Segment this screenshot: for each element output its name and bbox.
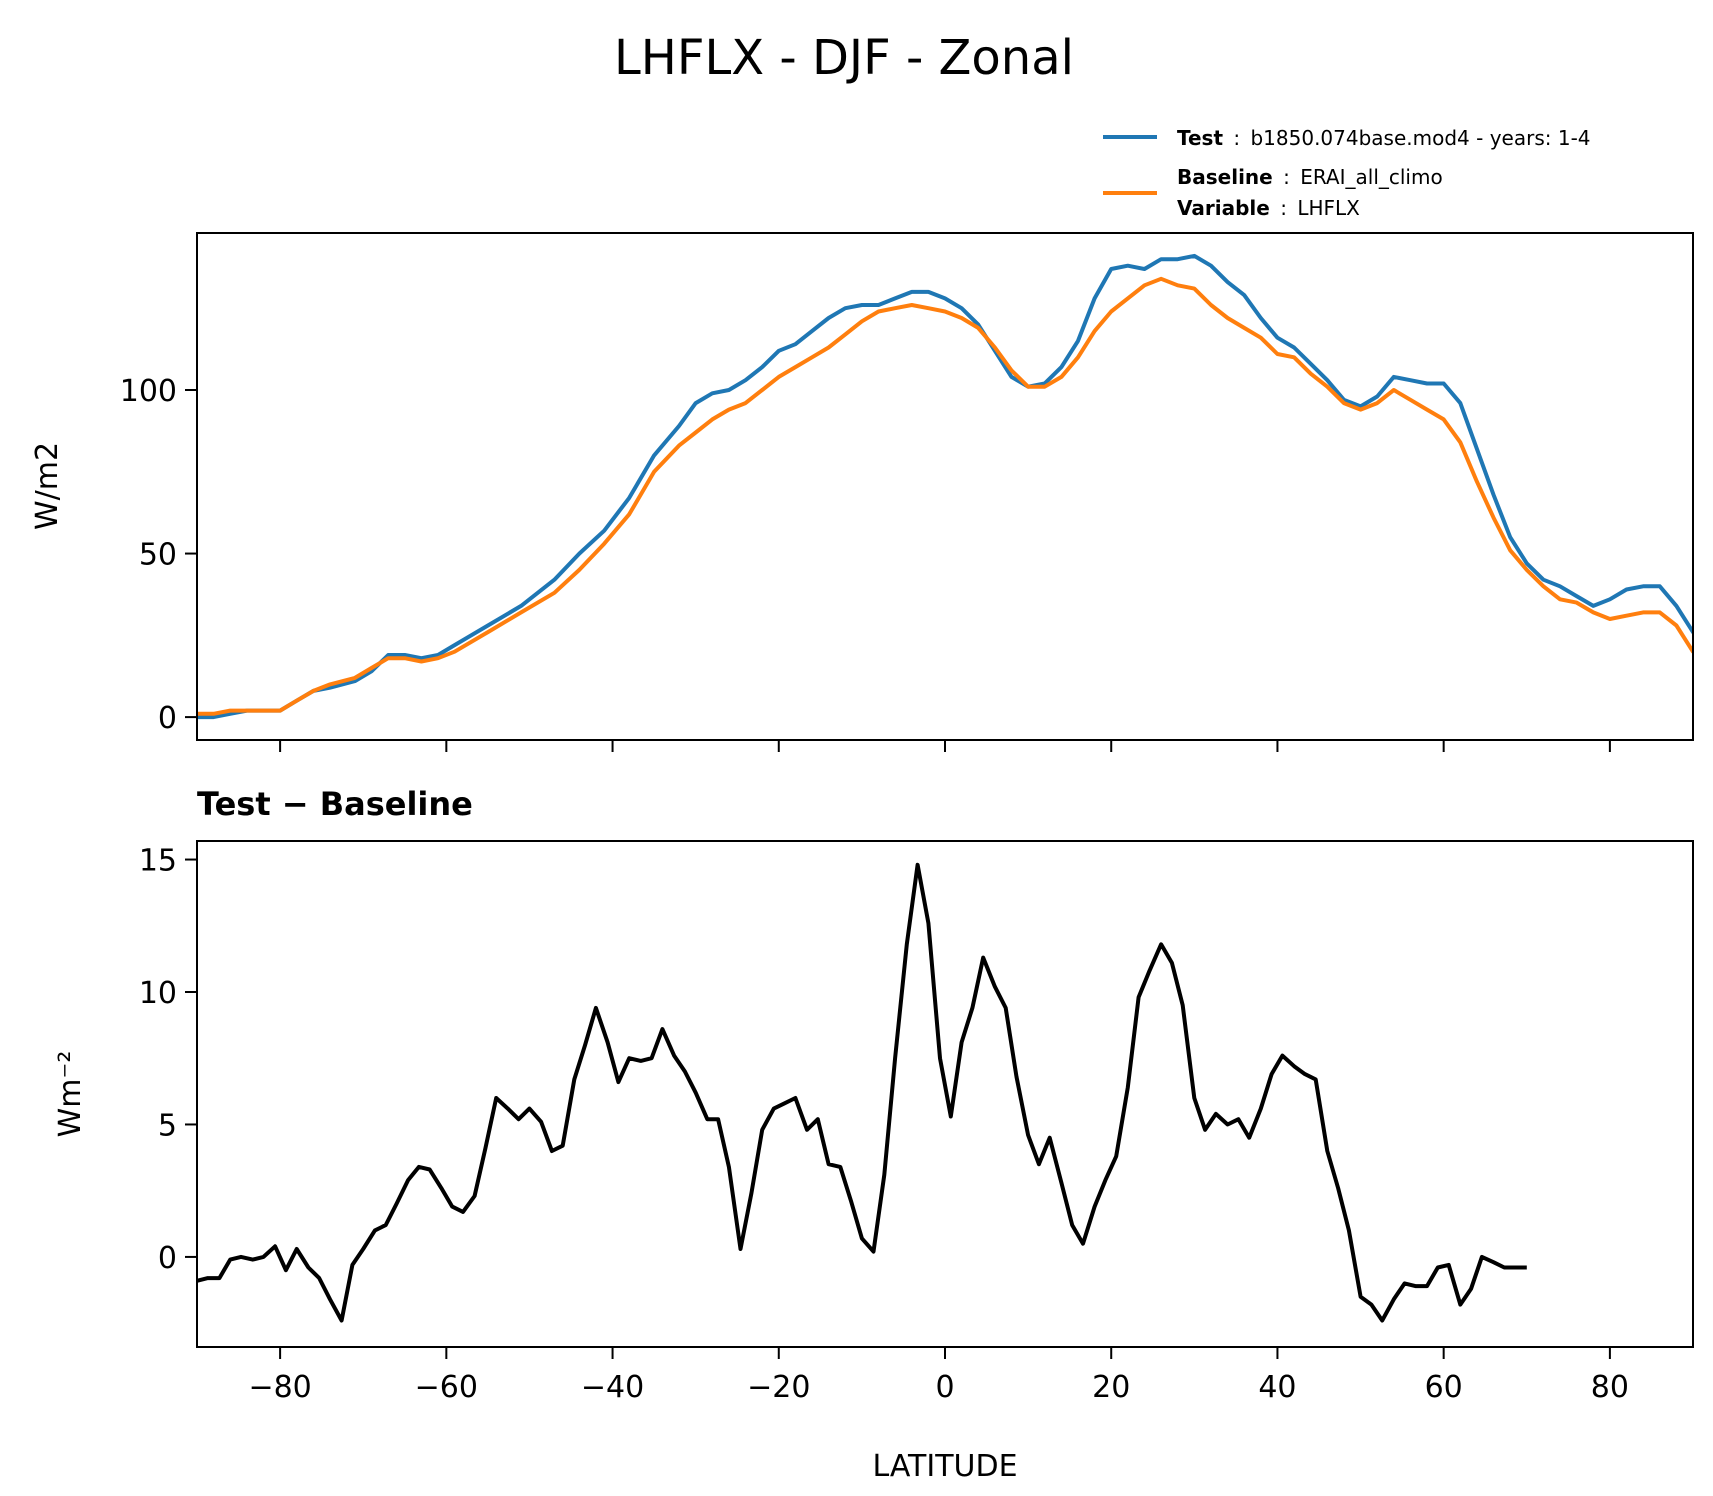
legend-variable-sep: :	[1280, 196, 1287, 220]
bottom-x-tick-label: −20	[747, 1370, 810, 1405]
top-series-lines	[197, 253, 1693, 720]
legend-variable-key: Variable	[1177, 196, 1270, 220]
bottom-x-tick-label: 0	[935, 1370, 954, 1405]
bottom-x-tick-label: 80	[1591, 1370, 1629, 1405]
bottom-x-tick-label: 20	[1092, 1370, 1130, 1405]
bottom-y-tick-label: 0	[158, 1241, 177, 1276]
legend: Test : b1850.074base.mod4 - years: 1-4 B…	[1103, 126, 1591, 220]
bottom-panel-title: Test − Baseline	[197, 785, 473, 823]
bottom-x-tick-label: −80	[248, 1370, 311, 1405]
bottom-y-tick-label: 5	[158, 1108, 177, 1143]
legend-baseline-entry: Baseline : ERAI_all_climo	[1177, 165, 1443, 189]
bottom-x-tick-label: 60	[1425, 1370, 1463, 1405]
legend-test-entry: Test : b1850.074base.mod4 - years: 1-4	[1177, 126, 1591, 150]
bottom-x-tick-label: −40	[581, 1370, 644, 1405]
top-y-tick-label: 50	[139, 538, 177, 573]
bottom-y-tick-label: 15	[139, 844, 177, 879]
bottom-x-tick-label: −60	[415, 1370, 478, 1405]
bottom-panel: Test − Baseline −80 −60 −40 −20 0 20 40 60 80 0 5…	[53, 785, 1694, 1484]
legend-test-key: Test	[1177, 126, 1223, 150]
bottom-y-ticks: 0 5 10 15	[139, 844, 197, 1276]
top-series-line-1	[197, 253, 1693, 720]
legend-test-value: b1850.074base.mod4 - years: 1-4	[1250, 126, 1590, 150]
top-y-tick-label: 100	[120, 374, 177, 409]
legend-baseline-sep: :	[1283, 165, 1290, 189]
top-plot-frame	[196, 232, 1694, 741]
top-x-ticks	[279, 740, 1611, 752]
legend-baseline-key: Baseline	[1177, 165, 1273, 189]
legend-variable-value: LHFLX	[1297, 196, 1360, 220]
legend-variable-entry: Variable : LHFLX	[1177, 196, 1360, 220]
bottom-y-axis-label: Wm⁻²	[53, 1051, 88, 1138]
top-panel: 0 50 100 W/m2	[30, 232, 1694, 752]
bottom-x-tick-label: 40	[1258, 1370, 1296, 1405]
legend-test-sep: :	[1233, 126, 1240, 150]
top-y-tick-label: 0	[158, 701, 177, 736]
figure-title: LHFLX - DJF - Zonal	[614, 30, 1074, 86]
bottom-plot-frame	[196, 840, 1694, 1348]
bottom-x-ticks: −80 −60 −40 −20 0 20 40 60 80	[248, 1347, 1629, 1405]
top-y-ticks: 0 50 100	[120, 374, 197, 736]
bottom-series-line-1	[197, 862, 1527, 1323]
top-y-axis-label: W/m2	[30, 442, 65, 530]
legend-baseline-value: ERAI_all_climo	[1300, 165, 1443, 189]
bottom-series-lines	[197, 862, 1527, 1323]
bottom-x-axis-label: LATITUDE	[872, 1449, 1017, 1484]
top-series-line-2	[197, 276, 1693, 716]
bottom-y-tick-label: 10	[139, 976, 177, 1011]
